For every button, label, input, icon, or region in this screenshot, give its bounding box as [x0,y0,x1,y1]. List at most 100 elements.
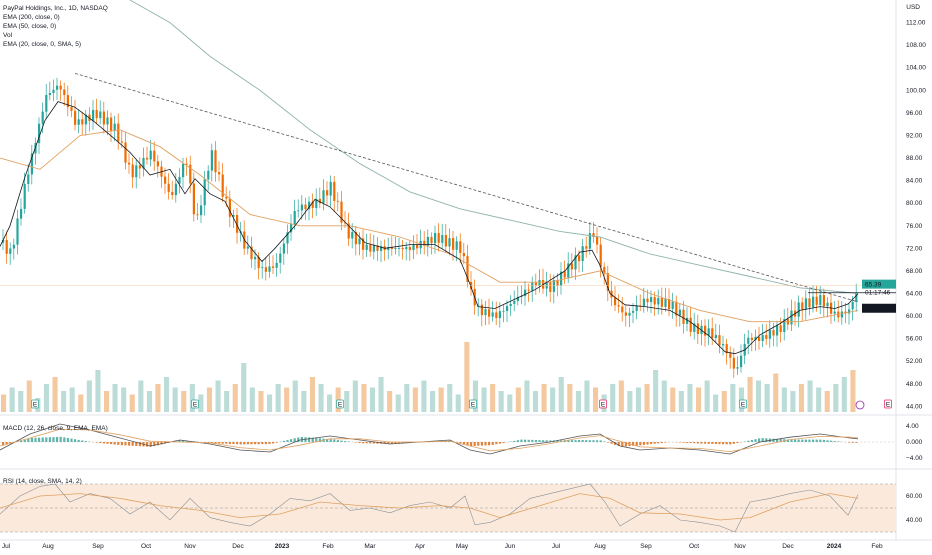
macd-histogram-bar [747,441,749,442]
macd-histogram-bar [254,442,256,444]
time-tick-9: Apr [415,543,426,550]
macd-histogram-bar [657,442,659,443]
time-tick-15: Oct [689,543,699,550]
time-tick-18: 2024 [827,543,842,550]
candle-body [272,266,274,267]
macd-histogram-bar [855,442,857,443]
candle-body [132,165,134,178]
candle-body [841,312,843,318]
time-tick-0: Jul [2,543,11,550]
macd-histogram-bar [67,438,69,442]
macd-histogram-bar [693,442,695,443]
price-tick-13: 96.00 [906,110,923,117]
candle-body [628,313,630,316]
time-tick-3: Oct [141,543,151,550]
volume-bar [567,384,572,412]
price-tick-12: 92.00 [906,132,923,139]
volume-bar [662,381,667,413]
macd-histogram-bar [24,440,26,442]
macd-histogram-bar [596,440,598,442]
candle-body [150,151,152,160]
candle-body [27,174,29,184]
macd-histogram-bar [754,439,756,442]
macd-histogram-bar [56,437,58,442]
candle-body [718,335,720,345]
indicator-ema200[interactable]: EMA (200, close, 0) [3,13,108,22]
indicator-volume[interactable]: Vol [3,31,108,40]
macd-histogram-bar [646,442,648,445]
candle-body [441,235,443,243]
volume-bar [782,388,787,413]
candle-body [578,255,580,261]
macd-histogram-bar [333,440,335,442]
candle-body [63,90,65,96]
macd-histogram-bar [308,437,310,442]
candle-body [747,338,749,344]
candle-body [650,297,652,302]
candle-body [139,165,141,168]
volume-bar [550,388,555,413]
volume-bar [490,384,495,412]
volume-bar [516,388,521,413]
candle-body [614,298,616,306]
volume-bar [439,388,444,413]
candle-body [405,247,407,249]
rsi-title[interactable]: RSI (14, close, SMA, 14, 2) [3,478,82,485]
volume-bar [627,391,632,412]
candle-body [632,311,634,313]
volume-bar [396,395,401,413]
ema20-line [0,102,858,354]
macd-histogram-bar [542,440,544,442]
candle-body [549,282,551,292]
candle-body [776,325,778,335]
candle-body [664,299,666,307]
macd-histogram-bar [70,439,72,442]
candle-body [448,238,450,246]
candle-body [736,367,738,368]
candle-body [758,337,760,341]
candle-body [481,305,483,315]
candle-body [502,311,504,312]
indicator-ema50[interactable]: EMA (50, close, 0) [3,22,108,31]
macd-histogram-bar [340,441,342,442]
price-tick-16: 108.00 [906,42,926,49]
price-tick-15: 104.00 [906,65,926,72]
candle-body [204,179,206,205]
candle-body [225,197,227,199]
time-tick-19: Feb [871,543,883,550]
lightning-event-icon[interactable] [856,401,864,409]
candle-body [661,298,663,307]
macd-histogram-bar [355,442,357,443]
macd-histogram-bar [592,440,594,442]
candle-body [135,165,137,177]
ema200-line [130,0,858,294]
candle-body [582,246,584,261]
candle-body [182,164,184,177]
macd-histogram-bar [837,441,839,442]
macd-histogram-bar [222,442,224,444]
macd-histogram-bar [34,438,36,442]
macd-title[interactable]: MACD (12, 26, close, 9, EMA, EMA) [3,425,108,432]
volume-bar [825,391,830,412]
earnings-marker-glyph: E [193,402,198,409]
macd-histogram-bar [124,442,126,445]
macd-histogram-bar [463,442,465,444]
macd-histogram-bar [103,442,105,443]
candle-body [294,211,296,224]
volume-bar [464,342,469,412]
macd-histogram-bar [650,442,652,444]
candle-body [618,305,620,306]
volume-bar [250,388,255,413]
candle-body [70,107,72,111]
macd-histogram-bar [247,442,249,444]
candle-body [92,110,94,121]
legend: PayPal Holdings, Inc., 1D, NASDAQ EMA (2… [3,4,108,49]
volume-bar [44,384,49,412]
time-tick-4: Nov [184,543,196,550]
volume-bar [713,395,718,413]
volume-bar [164,377,169,412]
macd-histogram-bar [538,440,540,442]
volume-bar [216,381,221,413]
indicator-ema20[interactable]: EMA (20, close, 0, SMA, 5) [3,40,108,49]
